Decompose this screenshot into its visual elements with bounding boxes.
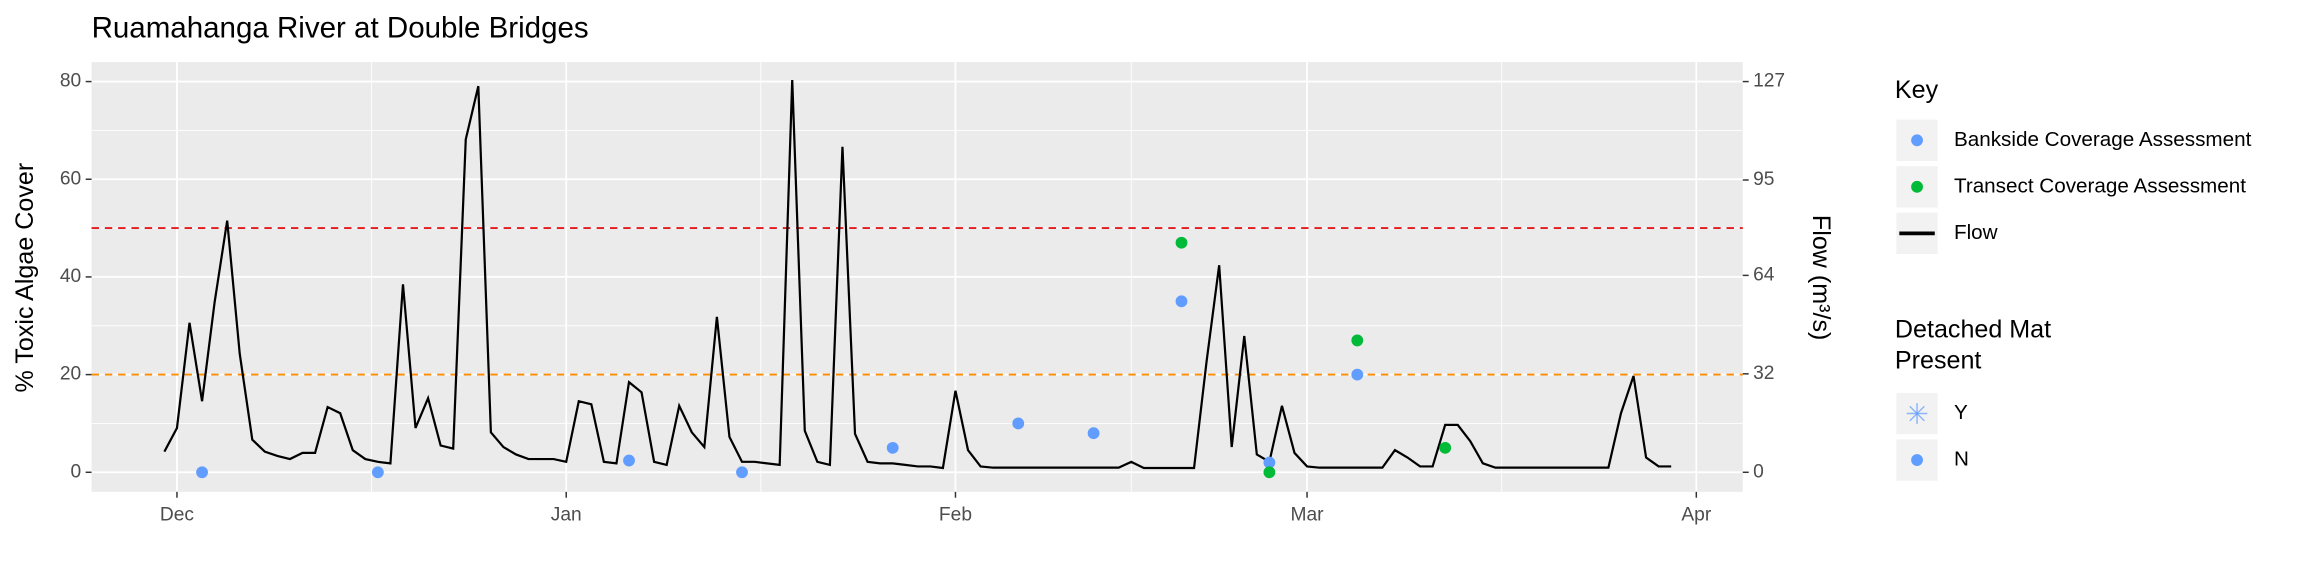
data-point [1012, 417, 1025, 430]
y-tick-label: 60 [60, 168, 81, 189]
legend-symbol [1911, 134, 1923, 147]
flow-line [163, 79, 1672, 470]
legend-label: Flow [1954, 221, 1998, 244]
legend-label: N [1954, 448, 1969, 471]
data-point [1439, 441, 1452, 454]
data-point [1263, 456, 1276, 469]
legend-title: Detached Mat [1895, 315, 2051, 343]
data-point [1263, 466, 1276, 479]
x-tick-label: Apr [1681, 505, 1711, 526]
y-axis-title: % Toxic Algae Cover [11, 163, 39, 393]
x-tick-label: Feb [939, 505, 972, 526]
data-point [736, 466, 748, 479]
data-point [371, 466, 384, 479]
data-point [1175, 236, 1188, 249]
data-point [1087, 427, 1100, 440]
x-tick-label: Dec [160, 505, 195, 526]
y2-tick-label: 0 [1753, 461, 1764, 482]
y2-tick-label: 127 [1753, 71, 1785, 92]
legend-symbol [1911, 454, 1923, 466]
legend-symbol [1911, 180, 1923, 193]
y2-tick-label: 32 [1753, 363, 1774, 384]
data-point [623, 454, 635, 467]
x-tick-label: Mar [1291, 505, 1325, 526]
chart-title: Ruamahanga River at Double Bridges [92, 11, 589, 44]
data-point [1351, 368, 1364, 381]
y-tick-label: 0 [71, 461, 82, 482]
y2-tick-label: 95 [1753, 169, 1774, 190]
y2-axis-title: Flow (m³/s) [1807, 215, 1835, 340]
legend-label: Bankside Coverage Assessment [1954, 128, 2252, 151]
x-tick-label: Jan [551, 505, 582, 526]
legend-label: Y [1954, 401, 1968, 424]
legend-title: Present [1895, 346, 1982, 374]
data-point [196, 466, 208, 479]
data-point [886, 441, 899, 454]
legend-label: Transect Coverage Assessment [1954, 174, 2246, 197]
legend-title: Key [1895, 76, 1939, 104]
y-tick-label: 20 [60, 364, 81, 385]
y-tick-label: 40 [60, 266, 81, 287]
y2-tick-label: 64 [1753, 264, 1775, 285]
y-tick-label: 80 [60, 71, 81, 92]
legend-symbol [1909, 405, 1925, 422]
data-point [1175, 295, 1188, 308]
data-point [1351, 334, 1364, 347]
